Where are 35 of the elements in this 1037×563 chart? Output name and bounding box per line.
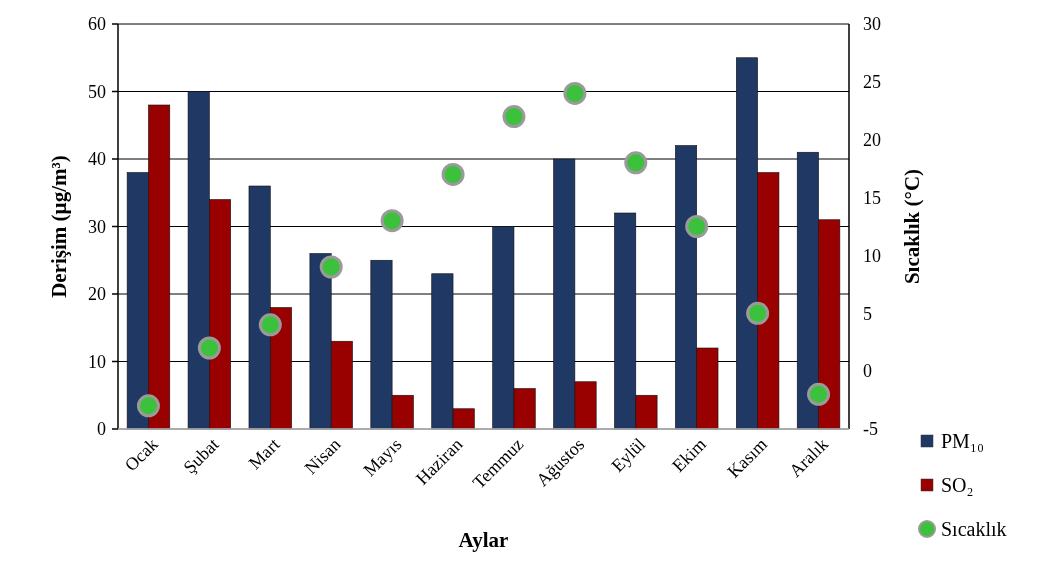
- y2-tick-label: 30: [863, 14, 881, 35]
- legend-label: Sıcaklık: [941, 518, 1007, 540]
- x-axis-title: Aylar: [458, 528, 509, 552]
- point: [380, 209, 404, 233]
- y-tick-label: 20: [88, 284, 106, 305]
- point: [258, 313, 282, 337]
- point: [197, 336, 221, 360]
- y2-tick-label: 25: [863, 72, 881, 93]
- y-tick-label: 40: [88, 149, 106, 170]
- point: [746, 301, 770, 325]
- y2-tick-label: 5: [863, 303, 872, 324]
- point: [563, 81, 587, 105]
- y-tick-label: 60: [88, 14, 106, 35]
- y2-axis-title: Sıcaklık (°C): [900, 168, 924, 285]
- x-tick-label: Mart: [244, 434, 284, 474]
- y-tick-label: 10: [88, 351, 106, 372]
- point: [807, 382, 831, 406]
- y-tick-label: 30: [88, 216, 106, 237]
- y2-tick-label: 10: [863, 245, 881, 266]
- point: [441, 162, 465, 186]
- point: [502, 105, 526, 129]
- legend-label: PM₁₀: [941, 430, 984, 452]
- y2-tick-label: 15: [863, 187, 881, 208]
- point: [136, 394, 160, 418]
- point: [685, 215, 709, 238]
- y2-tick-label: 20: [863, 130, 881, 151]
- legend-label: SO₂: [941, 474, 974, 496]
- x-tick-label: Ocak: [120, 434, 162, 476]
- y2-tick-label: -5: [863, 419, 878, 440]
- y-tick-label: 0: [97, 419, 106, 440]
- y2-tick-label: 0: [863, 361, 872, 382]
- y-tick-label: 50: [88, 81, 106, 102]
- point: [319, 255, 343, 279]
- point: [624, 151, 648, 175]
- y-axis-title: Derişim (µg/m³): [47, 155, 71, 298]
